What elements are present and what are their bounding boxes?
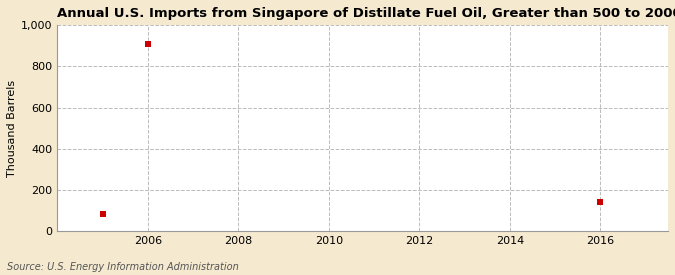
- Text: Source: U.S. Energy Information Administration: Source: U.S. Energy Information Administ…: [7, 262, 238, 272]
- Y-axis label: Thousand Barrels: Thousand Barrels: [7, 80, 17, 177]
- Text: Annual U.S. Imports from Singapore of Distillate Fuel Oil, Greater than 500 to 2: Annual U.S. Imports from Singapore of Di…: [57, 7, 675, 20]
- Point: [595, 199, 605, 204]
- Point: [97, 212, 108, 216]
- Point: [142, 42, 153, 46]
